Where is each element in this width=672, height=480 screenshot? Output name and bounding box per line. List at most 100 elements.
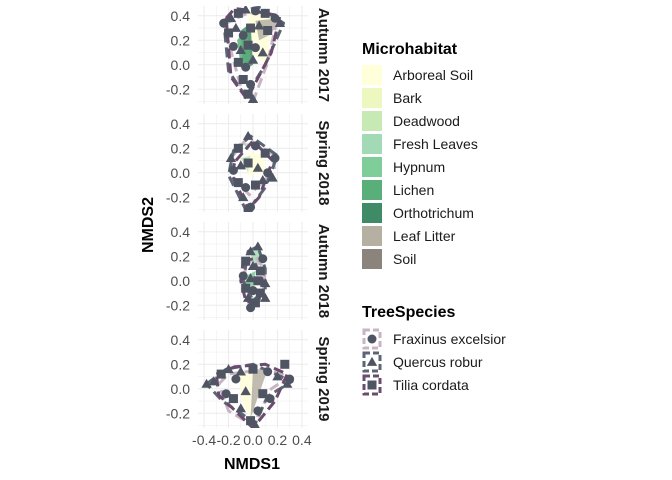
y-tick-label: 0.0 <box>171 165 191 181</box>
legend-label: Fresh Leaves <box>393 136 478 152</box>
data-point-fraxinus-excelsior <box>228 165 238 175</box>
y-tick-label: 0.2 <box>171 356 191 372</box>
habitat-polygon-leaf-litter <box>250 369 268 419</box>
data-point-tilia-cordata <box>243 89 253 99</box>
legend-label: Soil <box>393 251 416 267</box>
legend-label: Arboreal Soil <box>393 67 473 83</box>
y-tick-label: 0.2 <box>171 140 191 156</box>
data-point-tilia-cordata <box>258 389 268 399</box>
data-point-fraxinus-excelsior <box>238 271 248 281</box>
data-point-quercus-robur <box>240 386 251 396</box>
legend-key-line-fraxinus-excelsior <box>362 328 382 350</box>
data-point-tilia-cordata <box>255 288 265 298</box>
legend-label: Hypnum <box>393 159 445 175</box>
legend-label: Orthotrichum <box>393 205 474 221</box>
data-point-fraxinus-excelsior <box>250 43 260 53</box>
data-point-quercus-robur <box>235 44 246 54</box>
y-tick-label: -0.2 <box>166 405 190 421</box>
data-point-tilia-cordata <box>250 180 260 190</box>
tree-hull-tilia-cordata <box>229 139 275 212</box>
data-point-quercus-robur <box>235 403 246 413</box>
data-point-tilia-cordata <box>243 158 253 168</box>
data-point-tilia-cordata <box>233 8 243 18</box>
facet-strip-label: Autumn 2017 <box>315 8 332 102</box>
legend-item-fraxinus-excelsior: Fraxinus excelsior <box>362 328 506 350</box>
y-tick-label: -0.2 <box>166 189 190 205</box>
y-tick-label: 0.2 <box>171 248 191 264</box>
data-point-quercus-robur <box>240 6 251 14</box>
legend-item-leaf-litter: Leaf Litter <box>362 226 456 246</box>
legend-key-orthotrichum <box>362 203 382 223</box>
data-point-tilia-cordata <box>216 369 226 379</box>
data-point-quercus-robur <box>230 22 242 32</box>
legend-item-arboreal-soil: Arboreal Soil <box>362 65 473 85</box>
legend-key-arboreal-soil <box>362 65 382 85</box>
data-point-quercus-robur <box>257 174 268 185</box>
facet-panel-spring-2018: -0.2 0.0 0.2 0.4 Spring 2018 <box>166 114 332 212</box>
x-tick-label: -0.2 <box>216 432 240 448</box>
data-point-tilia-cordata <box>280 359 290 369</box>
y-axis-title: NMDS2 <box>140 197 157 253</box>
legend-key-leaf-litter <box>362 226 382 246</box>
data-point-fraxinus-excelsior <box>258 254 268 264</box>
data-point-fraxinus-excelsior <box>270 13 280 23</box>
tree-hull-tilia-cordata <box>214 362 289 428</box>
facet-panel-spring-2019: -0.2 0.0 0.2 0.4 Spring 2019 <box>166 330 332 428</box>
y-tick-label: 0.2 <box>171 32 191 48</box>
facet-panel-autumn-2017: -0.2 0.0 0.2 0.4 Autumn 2017 <box>166 6 332 104</box>
legend-label: Fraxinus excelsior <box>393 331 506 347</box>
panel-plot-area <box>238 241 271 313</box>
x-axis: -0.4 -0.2 0.0 0.2 0.4 <box>192 432 312 448</box>
y-tick-label: 0.4 <box>171 332 191 348</box>
data-point-tilia-cordata <box>263 26 273 35</box>
panel-plot-area <box>219 6 286 104</box>
x-axis-title: NMDS1 <box>224 456 280 473</box>
data-point-quercus-robur <box>251 420 260 428</box>
data-point-quercus-robur <box>274 17 286 28</box>
data-point-fraxinus-excelsior <box>263 168 273 178</box>
legend-key-fresh-leaves <box>362 134 382 154</box>
legend-key-shape-quercus-robur <box>366 356 378 366</box>
data-point-tilia-cordata <box>246 416 256 426</box>
legend-key-line-tilia-cordata <box>362 374 382 396</box>
data-point-quercus-robur <box>225 13 237 23</box>
y-tick-label: 0.4 <box>171 8 191 24</box>
data-point-quercus-robur <box>257 47 268 57</box>
tree-species-legend: TreeSpecies Fraxinus excelsior Quercus ro… <box>362 304 506 396</box>
data-point-quercus-robur <box>247 93 259 103</box>
x-tick-label: 0.2 <box>268 432 288 448</box>
y-tick-label: 0.0 <box>171 381 191 397</box>
legend-key-lichen <box>362 180 382 200</box>
data-point-quercus-robur <box>247 260 259 270</box>
data-point-fraxinus-excelsior <box>241 62 251 72</box>
y-tick-label: -0.2 <box>166 81 190 97</box>
data-point-quercus-robur <box>208 376 220 386</box>
legend-key-shape-fraxinus-excelsior <box>367 334 377 344</box>
data-point-quercus-robur <box>247 54 259 64</box>
data-point-quercus-robur <box>272 371 283 381</box>
data-point-quercus-robur <box>238 192 249 202</box>
legend-label: Tilia cordata <box>393 377 469 393</box>
data-point-fraxinus-excelsior <box>219 18 229 28</box>
data-point-fraxinus-excelsior <box>265 394 275 404</box>
data-point-tilia-cordata <box>260 148 270 158</box>
legend-item-quercus-robur: Quercus robur <box>362 351 483 373</box>
legend-item-orthotrichum: Orthotrichum <box>362 203 474 223</box>
data-point-fraxinus-excelsior <box>221 389 231 399</box>
data-point-quercus-robur <box>245 273 256 283</box>
tree-hull-tilia-cordata <box>239 257 265 307</box>
legend-item-fresh-leaves: Fresh Leaves <box>362 134 478 154</box>
legend-key-bark <box>362 88 382 108</box>
legend-key-shape-tilia-cordata <box>367 380 377 390</box>
data-point-tilia-cordata <box>241 283 251 293</box>
data-point-tilia-cordata <box>246 23 256 33</box>
facet-panel-autumn-2018: -0.2 0.0 0.2 0.4 Autumn 2018 <box>166 222 332 320</box>
data-point-quercus-robur <box>253 20 265 30</box>
data-point-quercus-robur <box>260 292 271 302</box>
microhabitat-legend: Microhabitat Arboreal Soil Bark Deadwood Fr… <box>362 41 478 269</box>
y-tick-label: 0.0 <box>171 273 191 289</box>
data-point-tilia-cordata <box>243 207 253 212</box>
legend-item-soil: Soil <box>362 249 416 269</box>
data-point-fraxinus-excelsior <box>246 303 256 313</box>
data-point-tilia-cordata <box>260 8 270 18</box>
